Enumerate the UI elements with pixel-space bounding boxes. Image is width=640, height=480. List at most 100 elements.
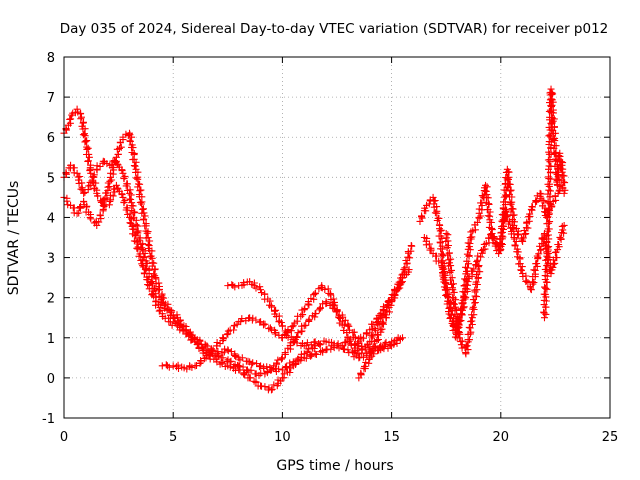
data-point	[255, 373, 257, 375]
data-point	[358, 357, 360, 359]
x-tick-label: 5	[169, 430, 177, 445]
data-point	[303, 325, 305, 327]
data-point	[452, 289, 454, 291]
data-point	[281, 337, 283, 339]
data-point	[148, 285, 150, 287]
data-point	[543, 232, 546, 235]
x-tick-label: 10	[274, 430, 291, 445]
data-point	[102, 160, 104, 162]
data-point	[229, 361, 231, 363]
data-point	[238, 365, 240, 367]
data-point	[89, 184, 91, 186]
y-tick-label: 3	[47, 252, 55, 267]
data-point	[270, 329, 273, 331]
data-point	[281, 325, 283, 327]
data-point	[410, 244, 412, 247]
data-point	[314, 353, 316, 355]
data-point	[264, 373, 266, 375]
data-point	[550, 273, 552, 275]
data-point	[102, 208, 104, 211]
data-point	[380, 317, 382, 319]
data-point	[303, 309, 305, 311]
data-point	[83, 192, 85, 194]
data-point	[172, 365, 174, 367]
data-point	[369, 349, 371, 351]
data-point	[552, 120, 554, 122]
y-tick-label: 0	[47, 372, 55, 387]
data-point	[292, 365, 294, 367]
data-point	[246, 369, 249, 371]
data-point	[83, 200, 85, 202]
data-point	[96, 192, 98, 194]
data-point	[270, 389, 273, 391]
y-tick-label: 8	[47, 51, 55, 66]
data-point	[458, 337, 460, 339]
data-point	[109, 164, 111, 166]
data-point	[122, 196, 124, 198]
series-markers-trace-e	[224, 278, 319, 350]
series-markers-trace-b	[60, 157, 407, 394]
data-point	[69, 204, 72, 207]
data-point	[554, 152, 557, 154]
series-trace-d	[158, 266, 413, 373]
y-tick-label: 4	[47, 211, 55, 226]
data-point	[546, 264, 548, 267]
data-point	[401, 277, 404, 279]
data-point	[504, 208, 506, 211]
x-tick-label: 25	[602, 430, 619, 445]
data-point	[460, 313, 463, 315]
data-point	[216, 345, 218, 347]
series-markers-trace-a	[60, 105, 402, 375]
data-point	[314, 313, 316, 315]
data-point	[338, 317, 340, 319]
data-point	[543, 317, 546, 319]
data-point	[380, 345, 382, 347]
data-point	[530, 208, 532, 211]
data-point	[347, 337, 349, 339]
data-point	[380, 329, 382, 331]
data-point	[89, 168, 91, 170]
data-point	[183, 329, 185, 331]
data-point	[194, 341, 196, 343]
data-point	[227, 285, 229, 287]
series-trace-i	[540, 85, 569, 322]
data-point	[478, 264, 480, 267]
data-point	[358, 377, 360, 379]
data-point	[161, 365, 163, 367]
x-axis-label: GPS time / hours	[276, 458, 393, 474]
data-point	[325, 341, 327, 343]
data-point	[425, 204, 428, 207]
data-point	[325, 349, 327, 351]
data-point	[76, 108, 78, 110]
data-point	[563, 192, 565, 194]
data-point	[142, 248, 144, 251]
data-point	[281, 369, 283, 371]
data-point	[135, 240, 137, 243]
data-point	[314, 345, 316, 347]
data-point	[329, 293, 332, 295]
y-axis-label: SDTVAR / TECUs	[6, 181, 22, 296]
y-tick-label: 2	[47, 292, 55, 307]
data-point	[443, 277, 445, 279]
data-point	[471, 317, 474, 319]
x-tick-label: 0	[60, 430, 68, 445]
data-point	[161, 297, 163, 299]
data-point	[259, 289, 262, 291]
data-point	[556, 248, 559, 251]
data-point	[556, 184, 559, 186]
data-point	[454, 329, 456, 331]
data-point	[238, 285, 240, 287]
data-point	[347, 349, 349, 351]
data-point	[259, 321, 262, 323]
data-point	[408, 268, 410, 271]
x-tick-label: 15	[383, 430, 400, 445]
data-point	[161, 313, 163, 315]
data-point	[559, 152, 561, 154]
data-point	[314, 293, 316, 295]
data-point	[336, 345, 338, 347]
data-point	[238, 321, 240, 323]
data-point	[185, 333, 187, 335]
data-point	[135, 224, 137, 227]
data-point	[292, 325, 294, 327]
